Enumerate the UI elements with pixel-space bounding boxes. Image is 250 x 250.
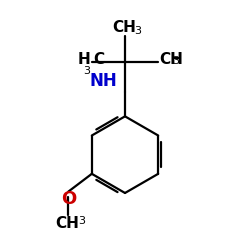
Text: NH: NH [90,72,118,90]
Text: 3: 3 [84,66,90,76]
Text: 3: 3 [134,26,141,36]
Text: CH: CH [55,216,79,230]
Text: CH: CH [112,20,136,35]
Text: 3: 3 [78,216,85,226]
Text: C: C [94,52,105,68]
Text: CH: CH [159,52,183,68]
Text: H: H [78,52,90,68]
Text: O: O [61,190,76,208]
Text: 3: 3 [172,56,179,66]
